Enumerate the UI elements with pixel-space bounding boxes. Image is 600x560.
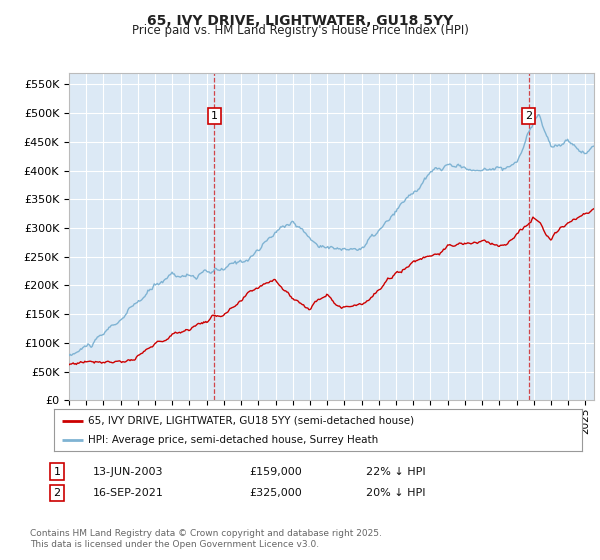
Text: 1: 1 [211,111,218,121]
Text: 65, IVY DRIVE, LIGHTWATER, GU18 5YY (semi-detached house): 65, IVY DRIVE, LIGHTWATER, GU18 5YY (sem… [88,416,415,426]
Text: 1: 1 [53,466,61,477]
Text: 13-JUN-2003: 13-JUN-2003 [93,466,163,477]
Text: 20% ↓ HPI: 20% ↓ HPI [366,488,425,498]
Text: £325,000: £325,000 [249,488,302,498]
Text: 16-SEP-2021: 16-SEP-2021 [93,488,164,498]
Text: HPI: Average price, semi-detached house, Surrey Heath: HPI: Average price, semi-detached house,… [88,435,379,445]
Text: 65, IVY DRIVE, LIGHTWATER, GU18 5YY: 65, IVY DRIVE, LIGHTWATER, GU18 5YY [147,14,453,28]
Text: Price paid vs. HM Land Registry's House Price Index (HPI): Price paid vs. HM Land Registry's House … [131,24,469,37]
Text: £159,000: £159,000 [249,466,302,477]
Text: Contains HM Land Registry data © Crown copyright and database right 2025.
This d: Contains HM Land Registry data © Crown c… [30,529,382,549]
Text: 2: 2 [525,111,532,121]
Text: 22% ↓ HPI: 22% ↓ HPI [366,466,425,477]
Text: 2: 2 [53,488,61,498]
